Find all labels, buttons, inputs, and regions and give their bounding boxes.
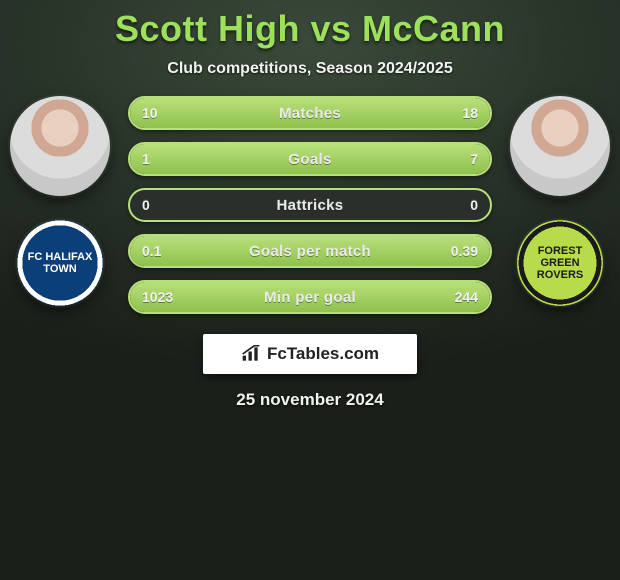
right-column: FOREST GREEN ROVERS (508, 96, 612, 314)
club-right-crest: FOREST GREEN ROVERS (517, 220, 603, 306)
date-label: 25 november 2024 (0, 390, 620, 410)
comparison-card: Scott High vs McCann Club competitions, … (0, 0, 620, 450)
page-title: Scott High vs McCann (0, 8, 620, 50)
brand-badge: FcTables.com (203, 334, 417, 374)
columns: FC HALIFAX TOWN 1018Matches 17Goals 00Hatt… (0, 96, 620, 314)
club-right-short: FOREST GREEN ROVERS (523, 245, 597, 281)
club-left-crest: FC HALIFAX TOWN (17, 220, 103, 306)
stat-label: Goals (130, 144, 490, 174)
player-left-avatar (10, 96, 110, 196)
club-left-short: FC HALIFAX TOWN (23, 251, 97, 275)
player-right-avatar (510, 96, 610, 196)
stat-row: 0.10.39Goals per match (128, 234, 492, 268)
stats-list: 1018Matches 17Goals 00Hattricks 0.10.39Goal… (112, 96, 508, 314)
subtitle: Club competitions, Season 2024/2025 (0, 60, 620, 78)
stat-row: 00Hattricks (128, 188, 492, 222)
stat-label: Min per goal (130, 282, 490, 312)
stat-row: 1018Matches (128, 96, 492, 130)
stat-label: Goals per match (130, 236, 490, 266)
left-column: FC HALIFAX TOWN (8, 96, 112, 314)
stat-row: 1023244Min per goal (128, 280, 492, 314)
bar-chart-icon (241, 345, 261, 363)
stat-label: Hattricks (130, 190, 490, 220)
stat-label: Matches (130, 98, 490, 128)
brand-label: FcTables.com (267, 344, 379, 364)
stat-row: 17Goals (128, 142, 492, 176)
